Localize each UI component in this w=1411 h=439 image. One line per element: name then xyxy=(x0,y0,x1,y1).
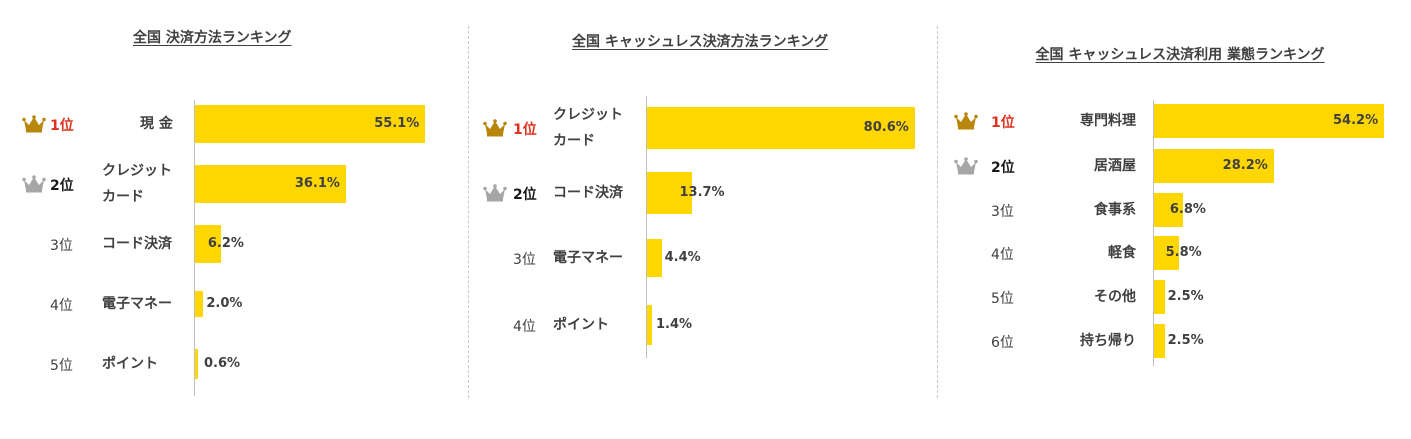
gold-crown-icon xyxy=(22,115,46,133)
category-label: ポイント xyxy=(102,356,158,372)
bar xyxy=(195,225,221,263)
value-label: 5.8% xyxy=(1165,245,1202,260)
bar xyxy=(647,172,693,214)
bar xyxy=(647,107,915,149)
bar xyxy=(1154,236,1179,270)
gold-crown-icon xyxy=(483,119,507,137)
value-label: 55.1% xyxy=(374,116,420,131)
value-label: 2.0% xyxy=(206,296,243,311)
value-label: 54.2% xyxy=(1333,113,1379,128)
rank-label: 2位 xyxy=(991,160,1015,176)
category-label: コード決済 xyxy=(553,185,623,201)
rank-label: 4位 xyxy=(50,298,73,314)
bar xyxy=(195,105,426,143)
bar xyxy=(647,239,662,277)
category-label: 電子マネー xyxy=(102,296,172,312)
bar xyxy=(647,305,652,345)
panel-divider xyxy=(937,26,938,398)
rank-label: 4位 xyxy=(513,319,536,335)
chart-axis xyxy=(1153,100,1154,366)
chart-title: 全国 キャッシュレス決済方法ランキング xyxy=(572,34,829,50)
rank-label: 3位 xyxy=(991,204,1014,220)
category-label: 現 金 xyxy=(140,116,173,132)
chart-title: 全国 決済方法ランキング xyxy=(133,30,292,46)
category-label: 持ち帰り xyxy=(1080,333,1136,349)
bar xyxy=(1154,280,1165,314)
silver-crown-icon xyxy=(954,157,978,175)
category-label: 電子マネー xyxy=(553,250,623,266)
rank-label: 3位 xyxy=(513,252,536,268)
bar xyxy=(195,291,204,317)
bar xyxy=(195,349,198,379)
value-label: 36.1% xyxy=(294,176,340,191)
category-label: 食事系 xyxy=(1094,202,1136,218)
rank-label: 1位 xyxy=(50,118,74,134)
rank-label: 2位 xyxy=(513,187,537,203)
value-label: 28.2% xyxy=(1222,158,1268,173)
category-label: その他 xyxy=(1094,289,1136,305)
value-label: 1.4% xyxy=(656,317,693,332)
rank-label: 1位 xyxy=(513,122,537,138)
bar xyxy=(1154,193,1183,227)
value-label: 80.6% xyxy=(863,120,909,135)
chart-title: 全国 キャッシュレス決済利用 業態ランキング xyxy=(1035,47,1325,63)
rank-label: 5位 xyxy=(50,358,73,374)
category-label: クレジット カード xyxy=(102,163,172,205)
bar xyxy=(195,165,346,203)
rank-label: 3位 xyxy=(50,238,73,254)
category-label: 専門料理 xyxy=(1080,113,1136,129)
silver-crown-icon xyxy=(22,175,46,193)
bar xyxy=(1154,324,1165,358)
category-label: 軽食 xyxy=(1108,245,1136,261)
chart-axis xyxy=(646,96,647,358)
rank-label: 2位 xyxy=(50,178,74,194)
rank-label: 1位 xyxy=(991,115,1015,131)
value-label: 0.6% xyxy=(204,356,241,371)
value-label: 6.2% xyxy=(207,236,244,251)
rank-label: 6位 xyxy=(991,335,1014,351)
silver-crown-icon xyxy=(483,184,507,202)
chart-axis xyxy=(194,100,195,396)
rank-label: 5位 xyxy=(991,291,1014,307)
bar xyxy=(1154,149,1274,183)
value-label: 13.7% xyxy=(679,185,725,200)
rank-label: 4位 xyxy=(991,247,1014,263)
value-label: 2.5% xyxy=(1167,333,1204,348)
panel-divider xyxy=(468,26,469,398)
value-label: 6.8% xyxy=(1169,202,1206,217)
value-label: 2.5% xyxy=(1167,289,1204,304)
category-label: ポイント xyxy=(553,317,609,333)
bar xyxy=(1154,104,1385,138)
value-label: 4.4% xyxy=(664,250,701,265)
category-label: 居酒屋 xyxy=(1094,158,1136,174)
category-label: コード決済 xyxy=(102,236,172,252)
gold-crown-icon xyxy=(954,112,978,130)
category-label: クレジット カード xyxy=(553,107,623,149)
